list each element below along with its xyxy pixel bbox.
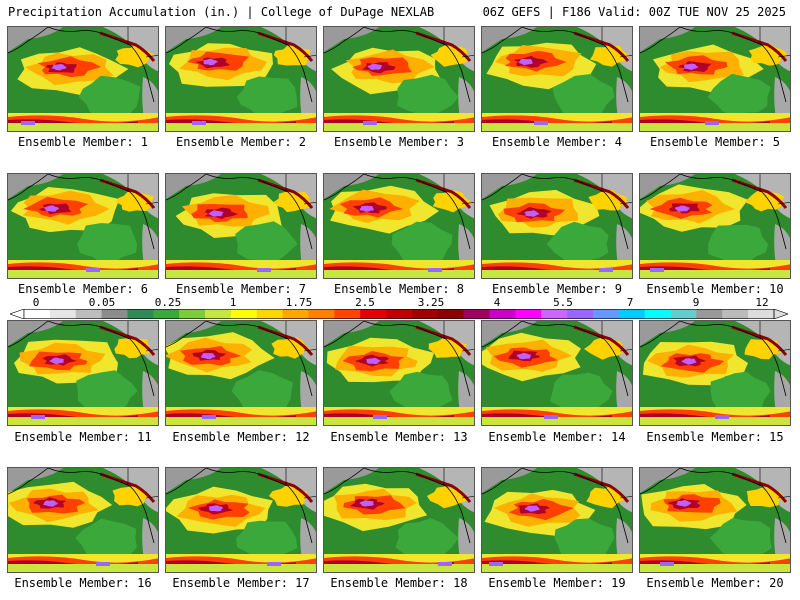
colorbar-tick-label: 7 [626, 296, 634, 309]
colorbar-cell [618, 309, 645, 319]
colorbar-cell [205, 309, 232, 319]
ensemble-member-map [639, 320, 791, 426]
ensemble-member-map [323, 467, 475, 573]
colorbar-min-arrow [10, 309, 25, 319]
ensemble-member-label: Ensemble Member: 9 [491, 282, 623, 296]
colorbar-cell [153, 309, 180, 319]
colorbar-cell [515, 309, 542, 319]
colorbar-cell [567, 309, 594, 319]
ensemble-member-label: Ensemble Member: 16 [14, 576, 152, 590]
ensemble-member-map [639, 26, 791, 132]
colorbar-cell [722, 309, 749, 319]
colorbar-cell [308, 309, 335, 319]
colorbar-tick-label: 4 [493, 296, 501, 309]
ensemble-member-label: Ensemble Member: 18 [330, 576, 468, 590]
ensemble-member-label: Ensemble Member: 3 [333, 135, 465, 149]
colorbar-tick-label: 3.25 [417, 296, 445, 309]
colorbar-cell [24, 309, 51, 319]
ensemble-member-map [481, 173, 633, 279]
ensemble-member-map [165, 26, 317, 132]
ensemble-member-map [7, 320, 159, 426]
ensemble-member-label: Ensemble Member: 7 [175, 282, 307, 296]
ensemble-member-label: Ensemble Member: 1 [17, 135, 149, 149]
ensemble-member-map [165, 320, 317, 426]
map-title: Precipitation Accumulation (in.) | Colle… [8, 5, 435, 19]
colorbar-cell [541, 309, 568, 319]
ensemble-member-label: Ensemble Member: 20 [646, 576, 784, 590]
ensemble-member-map [7, 467, 159, 573]
ensemble-member-map [165, 467, 317, 573]
colorbar-tick-label: 9 [692, 296, 700, 309]
ensemble-member-label: Ensemble Member: 15 [646, 430, 784, 444]
colorbar-cell [411, 309, 439, 319]
colorbar-cell [386, 309, 413, 319]
ensemble-member-map [7, 26, 159, 132]
colorbar-cell [49, 309, 77, 319]
ensemble-member-label: Ensemble Member: 12 [172, 430, 310, 444]
colorbar-tick-label: 1.75 [285, 296, 313, 309]
colorbar-cell [592, 309, 620, 319]
ensemble-member-label: Ensemble Member: 14 [488, 430, 626, 444]
colorbar-tick-label: 2.5 [355, 296, 375, 309]
colorbar-cell [748, 309, 775, 319]
colorbar-cell [334, 309, 361, 319]
ensemble-member-map [639, 467, 791, 573]
colorbar-cell [670, 309, 697, 319]
colorbar-tick-label: 1 [229, 296, 237, 309]
precip-colorbar [10, 309, 788, 319]
colorbar-cell [127, 309, 154, 319]
ensemble-member-map [639, 173, 791, 279]
colorbar-cell [101, 309, 128, 319]
ensemble-member-map [165, 173, 317, 279]
colorbar-tick-label: 0.25 [154, 296, 182, 309]
colorbar-frame [23, 309, 775, 319]
ensemble-member-label: Ensemble Member: 5 [649, 135, 781, 149]
colorbar-tick-label: 5.5 [553, 296, 573, 309]
colorbar-cell [360, 309, 387, 319]
ensemble-member-label: Ensemble Member: 4 [491, 135, 623, 149]
colorbar-cell [179, 309, 206, 319]
colorbar-cell [256, 309, 283, 319]
colorbar-cell [696, 309, 723, 319]
ensemble-member-map [481, 26, 633, 132]
ensemble-member-map [7, 173, 159, 279]
colorbar-tick-label: 0 [32, 296, 40, 309]
colorbar-tick-label: 0.05 [88, 296, 116, 309]
colorbar-cell [644, 309, 671, 319]
colorbar-max-arrow [773, 309, 788, 319]
ensemble-member-map [323, 26, 475, 132]
ensemble-member-label: Ensemble Member: 11 [14, 430, 152, 444]
colorbar-cell [75, 309, 102, 319]
model-valid-time: 06Z GEFS | F186 Valid: 00Z TUE NOV 25 20… [482, 5, 786, 19]
ensemble-member-label: Ensemble Member: 8 [333, 282, 465, 296]
colorbar-cell [489, 309, 516, 319]
ensemble-member-map [481, 320, 633, 426]
ensemble-member-map [323, 173, 475, 279]
ensemble-member-label: Ensemble Member: 19 [488, 576, 626, 590]
colorbar-cell [437, 309, 464, 319]
ensemble-member-label: Ensemble Member: 6 [17, 282, 149, 296]
colorbar-tick-label: 12 [755, 296, 769, 309]
ensemble-member-label: Ensemble Member: 17 [172, 576, 310, 590]
colorbar-cell [230, 309, 258, 319]
ensemble-member-map [481, 467, 633, 573]
colorbar-cell [463, 309, 490, 319]
colorbar-cell [282, 309, 309, 319]
ensemble-member-label: Ensemble Member: 10 [646, 282, 784, 296]
ensemble-member-label: Ensemble Member: 2 [175, 135, 307, 149]
ensemble-member-map [323, 320, 475, 426]
ensemble-member-label: Ensemble Member: 13 [330, 430, 468, 444]
